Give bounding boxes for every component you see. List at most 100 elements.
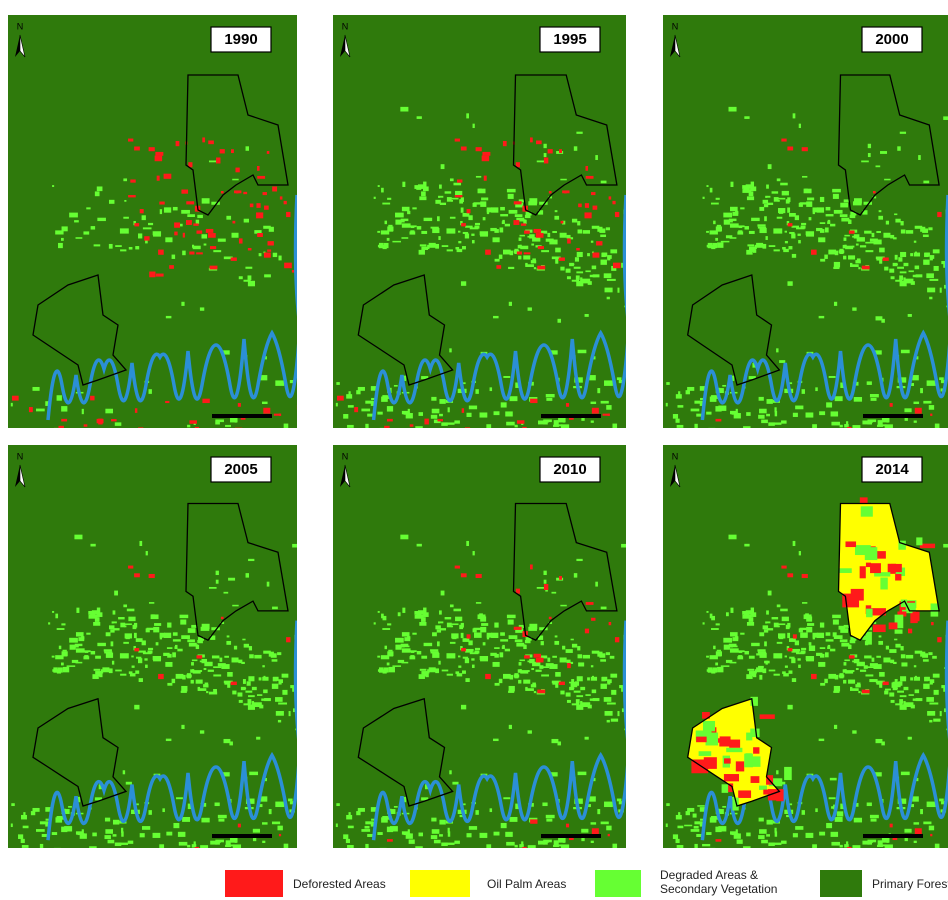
degraded-patch [539, 627, 548, 631]
deforested-patch [496, 265, 502, 269]
degraded-patch [438, 195, 441, 198]
degraded-patch [745, 610, 753, 614]
deforested-patch [596, 241, 603, 246]
degraded-patch [702, 196, 705, 199]
degraded-patch [429, 429, 436, 434]
deforested-patch [524, 230, 530, 234]
degraded-patch [737, 225, 745, 228]
degraded-patch [597, 388, 601, 394]
degraded-patch [899, 695, 907, 698]
deforested-patch [889, 403, 893, 407]
degraded-patch [580, 701, 583, 706]
degraded-patch [900, 251, 907, 258]
degraded-patch [764, 216, 767, 222]
degraded-patch [759, 206, 765, 211]
degraded-patch [346, 814, 353, 820]
degraded-patch [881, 837, 890, 843]
degraded-patch [225, 424, 231, 427]
degraded-patch [574, 257, 580, 262]
degraded-patch [566, 659, 571, 664]
degraded-patch [415, 426, 423, 428]
degraded-patch [245, 798, 255, 804]
degraded-patch [54, 847, 61, 848]
degraded-patch [576, 558, 583, 562]
degraded-patch [263, 689, 268, 694]
degraded-patch [795, 405, 804, 410]
degraded-patch [380, 655, 390, 660]
deforested-patch [120, 429, 127, 431]
degraded-patch [493, 315, 499, 319]
deforested-patch [485, 673, 491, 680]
degraded-patch [138, 678, 143, 682]
degraded-patch [20, 838, 25, 844]
degraded-patch [551, 591, 557, 594]
year-label: 2000 [875, 31, 908, 48]
degraded-patch [549, 239, 558, 245]
degraded-patch [391, 809, 396, 815]
degraded-patch [108, 243, 113, 249]
degraded-patch [148, 222, 154, 226]
degraded-patch [763, 204, 769, 208]
degraded-patch [514, 424, 518, 428]
deforested-patch [28, 407, 33, 413]
degraded-patch [165, 661, 173, 667]
degraded-patch [842, 669, 847, 673]
degraded-patch [145, 664, 148, 668]
degraded-patch [446, 249, 453, 252]
degraded-patch [743, 186, 749, 190]
degraded-patch [215, 839, 224, 843]
degraded-patch [590, 665, 594, 668]
year-label: 2010 [553, 461, 586, 478]
degraded-patch [412, 207, 417, 210]
degraded-patch [860, 506, 873, 517]
degraded-patch [867, 421, 873, 425]
degraded-patch [172, 639, 181, 642]
degraded-patch [729, 237, 737, 239]
degraded-patch [245, 690, 253, 693]
degraded-patch [897, 266, 905, 269]
degraded-patch [519, 659, 525, 662]
degraded-patch [899, 699, 904, 704]
degraded-patch [858, 691, 861, 694]
legend-label: Oil Palm Areas [487, 877, 566, 891]
concession-outline [837, 74, 940, 216]
degraded-patch [930, 603, 939, 617]
degraded-patch [852, 730, 857, 734]
degraded-patch [429, 849, 436, 854]
degraded-patch [846, 219, 851, 221]
degraded-patch [593, 777, 596, 782]
degraded-patch [221, 350, 230, 355]
deforested-patch [515, 588, 520, 594]
degraded-patch [852, 425, 861, 428]
degraded-patch [506, 188, 516, 193]
degraded-patch [575, 699, 580, 704]
degraded-patch [756, 242, 764, 248]
degraded-patch [585, 270, 591, 273]
degraded-patch [728, 645, 733, 648]
degraded-patch [201, 234, 208, 239]
degraded-patch [723, 212, 733, 218]
degraded-patch [849, 639, 856, 644]
deforested-patch [565, 403, 570, 407]
degraded-patch [604, 711, 613, 716]
degraded-patch [876, 230, 881, 234]
degraded-patch [228, 577, 236, 581]
degraded-patch [913, 252, 921, 257]
degraded-patch [913, 401, 920, 405]
degraded-patch [748, 191, 754, 197]
degraded-patch [591, 650, 600, 654]
degraded-patch [870, 397, 877, 401]
degraded-patch [95, 671, 102, 675]
degraded-patch [861, 160, 869, 163]
degraded-patch [800, 632, 808, 638]
degraded-patch [455, 190, 463, 196]
degraded-patch [180, 690, 187, 693]
degraded-patch [933, 689, 939, 695]
degraded-patch [361, 829, 371, 832]
degraded-patch [856, 682, 861, 686]
deforested-patch [156, 175, 160, 181]
degraded-patch [367, 413, 374, 417]
degraded-patch [381, 817, 388, 823]
degraded-patch [895, 643, 901, 648]
degraded-patch [879, 672, 885, 677]
